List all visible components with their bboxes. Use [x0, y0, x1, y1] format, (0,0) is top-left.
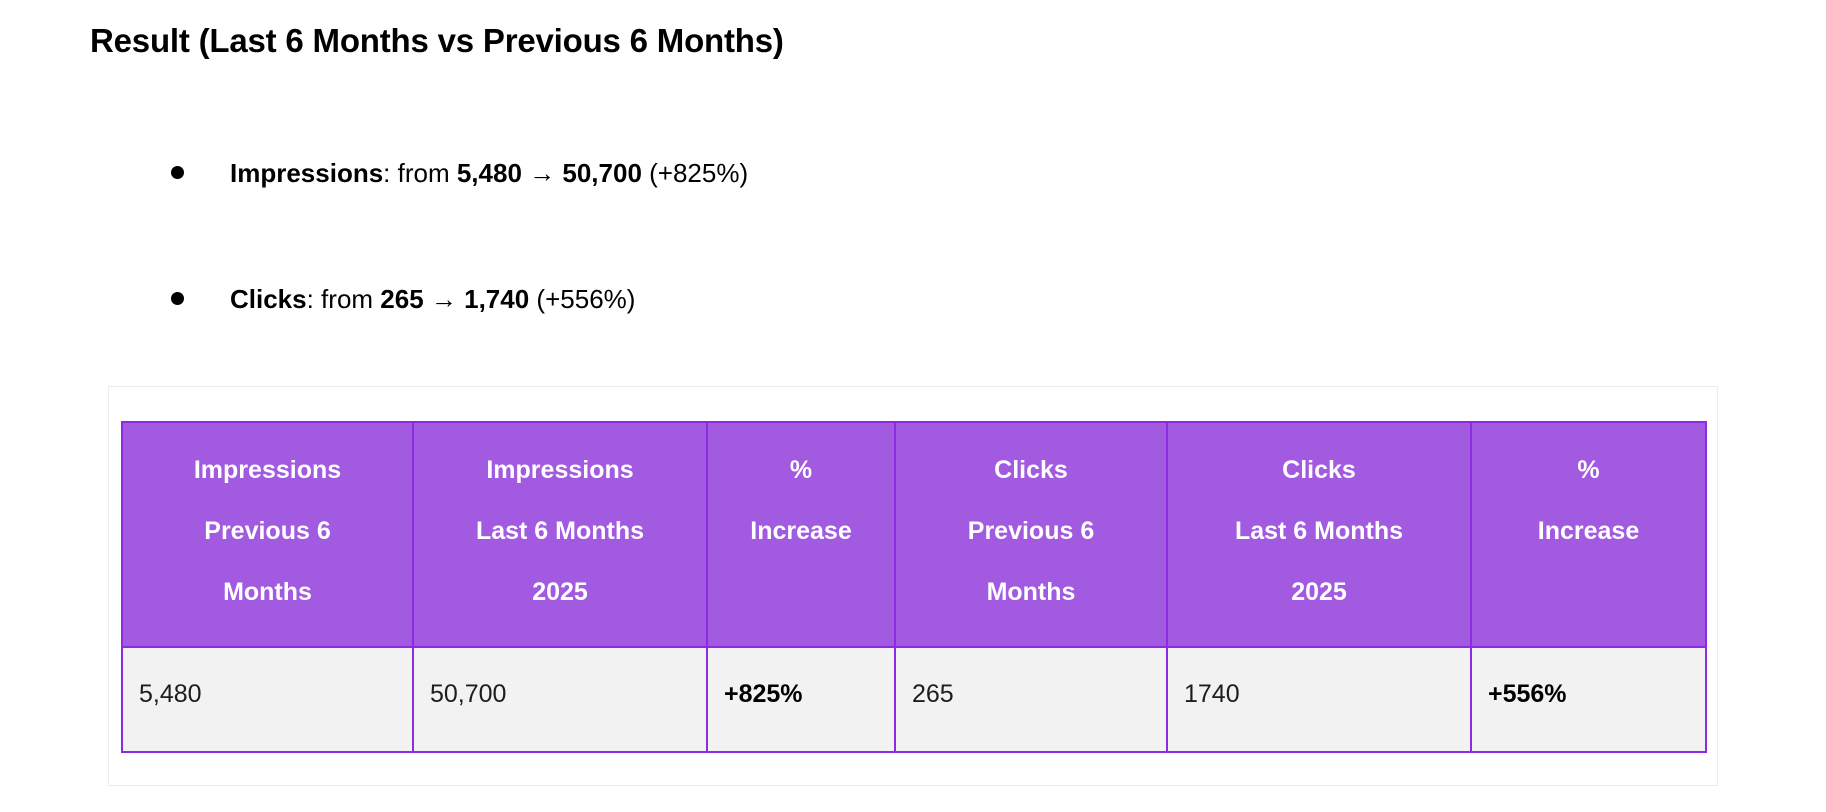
- results-table-body: 5,480 50,700 +825% 265 1740 +556%: [121, 646, 1707, 753]
- list-item: Clicks: from 265 → 1,740 (+556%): [171, 282, 748, 316]
- column-header: Clicks Last 6 Months 2025: [1166, 421, 1472, 648]
- bullet-text-segment: 1,740: [464, 284, 530, 314]
- bullet-text-segment: 5,480: [456, 158, 522, 188]
- bullet-icon: [171, 166, 184, 179]
- table-cell: 265: [894, 646, 1168, 753]
- results-table: Impressions Previous 6 Months Impressions…: [121, 421, 1707, 753]
- table-container: Impressions Previous 6 Months Impressions…: [108, 386, 1718, 786]
- column-header: % Increase: [706, 421, 896, 648]
- summary-list: Impressions: from 5,480 → 50,700 (+825%)…: [171, 156, 748, 408]
- column-header: Impressions Last 6 Months 2025: [412, 421, 708, 648]
- list-item: Impressions: from 5,480 → 50,700 (+825%): [171, 156, 748, 190]
- column-header: Clicks Previous 6 Months: [894, 421, 1168, 648]
- column-header: Impressions Previous 6 Months: [121, 421, 414, 648]
- table-cell: 5,480: [121, 646, 414, 753]
- table-cell: +825%: [706, 646, 896, 753]
- bullet-text-segment: 50,700: [562, 158, 642, 188]
- table-cell: 1740: [1166, 646, 1472, 753]
- page-title: Result (Last 6 Months vs Previous 6 Mont…: [90, 22, 784, 59]
- table-cell: +556%: [1470, 646, 1707, 753]
- bullet-text-segment: 265: [380, 284, 424, 314]
- column-header: % Increase: [1470, 421, 1707, 648]
- bullet-text-segment: Clicks: [230, 284, 307, 314]
- bullet-text-segment: : from: [383, 158, 457, 188]
- bullet-text-segment: →: [423, 284, 465, 314]
- bullet-text-segment: →: [521, 158, 563, 188]
- bullet-text-segment: (+825%): [641, 158, 749, 188]
- bullet-text-segment: (+556%): [529, 284, 636, 314]
- header-row: Impressions Previous 6 Months Impressions…: [121, 421, 1707, 648]
- table-cell: 50,700: [412, 646, 708, 753]
- results-table-header: Impressions Previous 6 Months Impressions…: [121, 421, 1707, 648]
- bullet-icon: [171, 292, 184, 305]
- bullet-text-segment: Impressions: [230, 158, 384, 188]
- bullet-text-segment: : from: [306, 284, 381, 314]
- table-row: 5,480 50,700 +825% 265 1740 +556%: [121, 646, 1707, 753]
